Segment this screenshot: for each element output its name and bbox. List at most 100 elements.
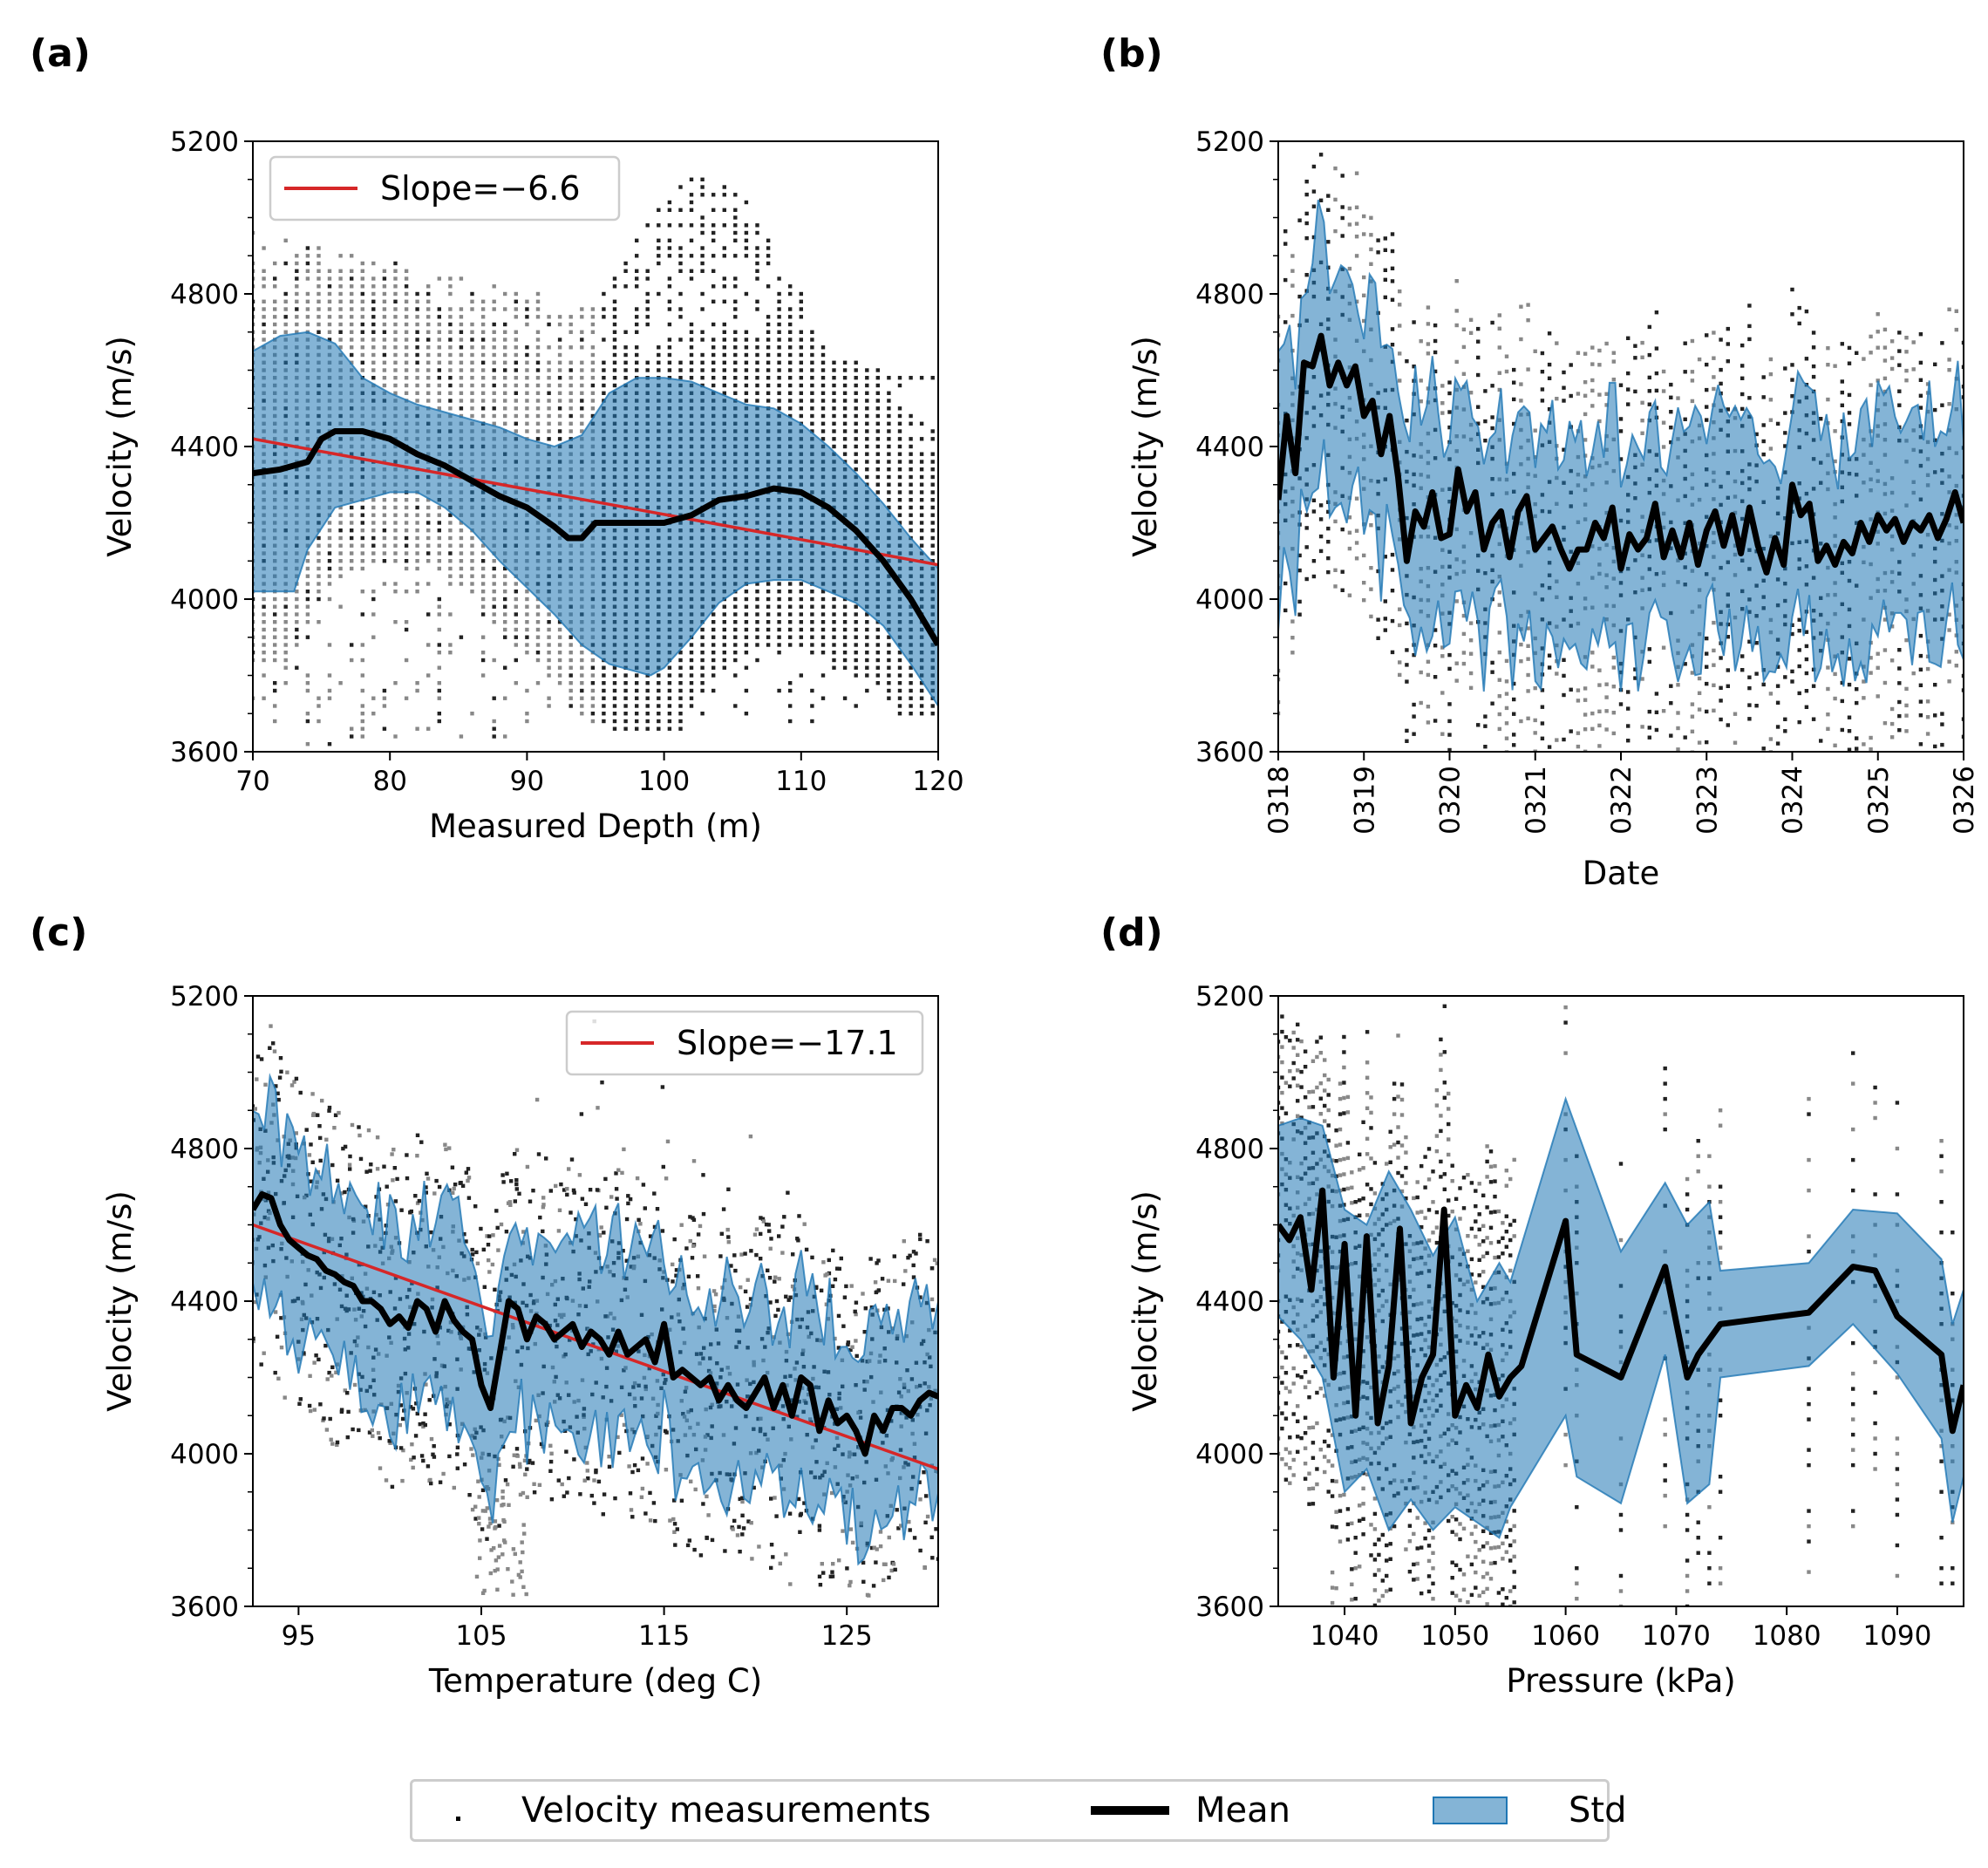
measurement-point xyxy=(700,261,705,266)
measurement-point xyxy=(568,376,573,380)
measurement-point xyxy=(1497,603,1501,607)
measurement-point xyxy=(1640,355,1644,359)
measurement-point xyxy=(887,429,891,433)
measurement-point xyxy=(1318,517,1324,522)
y-tick-label: 4400 xyxy=(170,432,239,463)
measurement-point xyxy=(810,421,814,426)
measurement-point xyxy=(404,360,409,365)
measurement-point xyxy=(645,223,650,228)
measurement-point xyxy=(1490,384,1494,388)
measurement-point xyxy=(1569,687,1573,692)
measurement-point xyxy=(788,330,793,334)
measurement-point xyxy=(1833,364,1837,368)
measurement-point xyxy=(317,269,321,273)
measurement-point xyxy=(470,406,474,411)
measurement-point xyxy=(1604,709,1609,713)
measurement-point xyxy=(832,376,836,380)
measurement-point xyxy=(327,742,332,747)
measurement-point xyxy=(590,391,596,395)
measurement-point xyxy=(1590,665,1595,669)
measurement-point xyxy=(253,620,255,624)
measurement-point xyxy=(1490,426,1494,431)
measurement-point xyxy=(305,246,310,250)
measurement-point xyxy=(700,291,705,297)
measurement-point xyxy=(253,269,255,273)
measurement-point xyxy=(1768,447,1774,451)
measurement-point xyxy=(799,360,803,365)
measurement-point xyxy=(1583,412,1588,417)
measurement-point xyxy=(283,238,288,242)
measurement-point xyxy=(711,635,716,639)
measurement-point xyxy=(557,681,562,685)
measurement-point xyxy=(678,368,683,372)
measurement-point xyxy=(657,696,661,700)
measurement-point xyxy=(1283,229,1288,234)
measurement-point xyxy=(766,399,771,403)
measurement-point xyxy=(371,590,376,594)
measurement-point xyxy=(788,337,793,342)
measurement-point xyxy=(766,337,771,342)
measurement-point xyxy=(1797,719,1801,725)
measurement-point xyxy=(568,383,573,388)
measurement-point xyxy=(1626,402,1631,406)
measurement-point xyxy=(744,330,749,334)
measurement-point xyxy=(382,337,387,342)
measurement-point xyxy=(875,452,880,456)
measurement-point xyxy=(345,1391,350,1395)
measurement-point xyxy=(470,543,474,548)
measurement-point xyxy=(744,230,749,235)
measurement-point xyxy=(1311,559,1317,563)
measurement-point xyxy=(308,1374,312,1378)
measurement-point xyxy=(1626,724,1631,728)
measurement-point xyxy=(547,612,551,617)
measurement-point xyxy=(799,582,803,586)
measurement-point xyxy=(525,651,529,655)
measurement-point xyxy=(1497,678,1501,682)
measurement-point xyxy=(327,696,332,700)
measurement-point xyxy=(426,360,431,365)
measurement-point xyxy=(1304,235,1309,241)
measurement-point xyxy=(253,315,255,319)
measurement-point xyxy=(525,590,529,594)
measurement-point xyxy=(1497,650,1501,655)
measurement-point xyxy=(590,368,596,372)
measurement-point xyxy=(1283,320,1288,324)
measurement-point xyxy=(568,421,573,426)
measurement-point xyxy=(700,254,705,258)
measurement-point xyxy=(897,651,902,655)
measurement-point xyxy=(1925,715,1930,719)
measurement-point xyxy=(1933,713,1937,718)
measurement-point xyxy=(283,315,288,319)
measurement-point xyxy=(832,651,836,655)
measurement-point xyxy=(1618,702,1624,706)
measurement-point xyxy=(1547,653,1552,658)
measurement-point xyxy=(810,643,814,647)
measurement-point xyxy=(1611,685,1616,689)
measurement-point xyxy=(1904,368,1909,373)
measurement-point xyxy=(766,322,771,327)
measurement-point xyxy=(503,574,507,578)
measurement-point xyxy=(317,597,321,602)
measurement-point xyxy=(294,1131,298,1135)
measurement-point xyxy=(448,399,453,403)
measurement-point xyxy=(1604,341,1609,346)
measurement-point xyxy=(689,200,694,205)
measurement-point xyxy=(459,337,464,342)
measurement-point xyxy=(338,345,343,350)
measurement-point xyxy=(1354,299,1359,303)
measurement-point xyxy=(744,620,749,624)
measurement-point xyxy=(415,559,419,563)
measurement-point xyxy=(503,399,507,403)
measurement-point xyxy=(766,627,771,632)
measurement-point xyxy=(744,254,749,258)
measurement-point xyxy=(1504,354,1509,358)
measurement-point xyxy=(480,399,486,403)
measurement-point xyxy=(328,1416,332,1421)
measurement-point xyxy=(580,368,584,372)
measurement-point xyxy=(590,315,596,319)
measurement-point xyxy=(448,643,453,647)
measurement-point xyxy=(514,360,518,365)
measurement-point xyxy=(1447,733,1452,737)
measurement-point xyxy=(426,559,431,563)
measurement-point xyxy=(557,658,562,663)
